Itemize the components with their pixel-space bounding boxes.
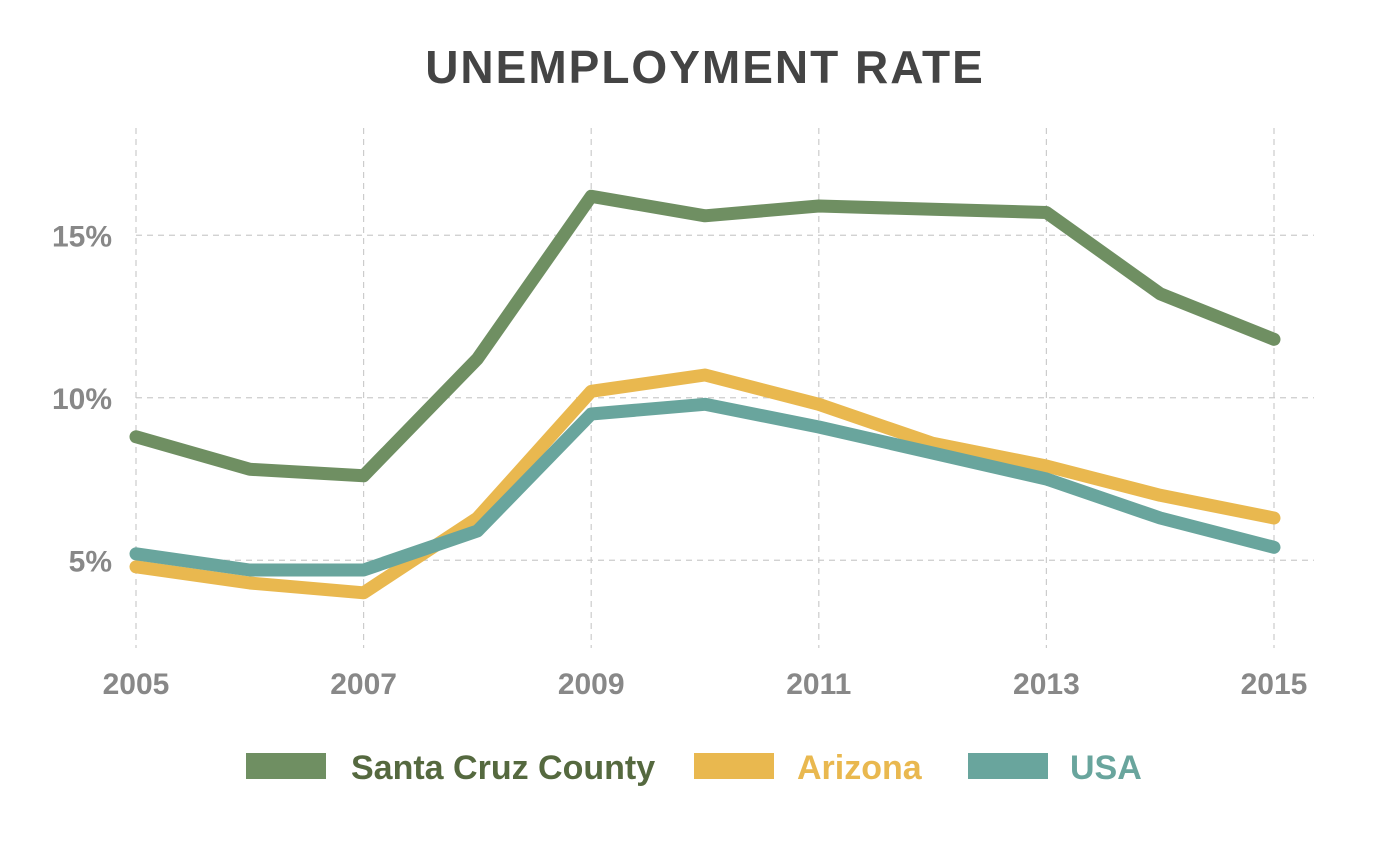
- series-line: [129, 189, 1281, 483]
- legend-label: Santa Cruz County: [351, 749, 655, 787]
- y-tick-label: 5%: [69, 545, 112, 578]
- legend-item: Santa Cruz County: [246, 749, 655, 787]
- x-tick-label: 2005: [103, 668, 170, 701]
- series-layer: [129, 189, 1281, 600]
- legend-swatch: [968, 753, 1048, 779]
- legend-label: USA: [1070, 749, 1142, 787]
- x-tick-label: 2011: [786, 668, 851, 701]
- legend-item: Arizona: [694, 749, 923, 787]
- legend: Santa Cruz County Arizona USA: [246, 749, 1142, 787]
- series-line: [129, 368, 1281, 600]
- series-line: [129, 397, 1281, 577]
- x-tick-label: 2007: [330, 668, 397, 701]
- y-tick-label: 10%: [52, 383, 112, 416]
- legend-swatch: [694, 753, 774, 779]
- legend-swatch: [246, 753, 326, 779]
- legend-item: USA: [968, 749, 1142, 787]
- x-tick-label: 2015: [1241, 668, 1308, 701]
- y-tick-label: 15%: [52, 220, 112, 253]
- x-tick-label: 2013: [1013, 668, 1080, 701]
- legend-label: Arizona: [797, 749, 923, 787]
- axis-labels: 2005 2007 2009 2011 2013 2015 5% 10% 15%: [52, 220, 1307, 701]
- x-tick-label: 2009: [558, 668, 625, 701]
- chart-title: UNEMPLOYMENT RATE: [425, 41, 985, 93]
